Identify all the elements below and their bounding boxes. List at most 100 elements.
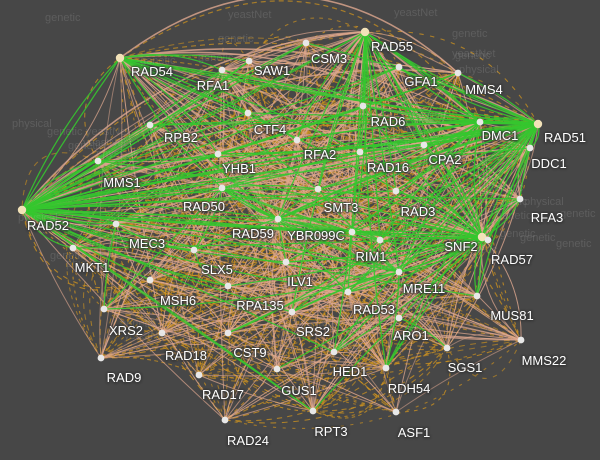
network-edge: [21, 209, 151, 289]
graph-node-rad16[interactable]: [356, 148, 364, 156]
graph-node-smt3[interactable]: [314, 185, 322, 193]
graph-node-mus81[interactable]: [473, 292, 481, 300]
network-edge: [198, 218, 279, 376]
graph-node-mre11[interactable]: [395, 268, 403, 276]
network-edge: [276, 361, 387, 370]
network-edge: [395, 339, 522, 413]
network-edge: [264, 188, 319, 263]
graph-node-rfa2[interactable]: [293, 136, 301, 144]
graph-node-rad17[interactable]: [195, 371, 203, 379]
network-edge: [21, 209, 314, 412]
network-edge: [72, 31, 366, 249]
graph-node-rad3[interactable]: [392, 187, 400, 195]
graph-node-ybr099c[interactable]: [348, 228, 356, 236]
graph-node-ctf4[interactable]: [244, 109, 252, 117]
graph-node-mms1[interactable]: [94, 157, 102, 165]
graph-node-rad18[interactable]: [158, 329, 166, 337]
graph-node-mms22[interactable]: [517, 336, 525, 344]
graph-node-dmc1[interactable]: [476, 118, 484, 126]
graph-node-cst9[interactable]: [224, 329, 232, 337]
network-edge: [21, 152, 99, 211]
graph-node-rim1[interactable]: [376, 236, 384, 244]
graph-node-rad55[interactable]: [360, 27, 370, 37]
network-edge: [149, 83, 249, 126]
graph-node-ilv1[interactable]: [282, 258, 290, 266]
network-edge: [333, 121, 481, 353]
graph-node-rad59[interactable]: [274, 215, 282, 223]
network-edge: [474, 236, 483, 297]
network-edge: [21, 209, 279, 220]
graph-node-xrs2[interactable]: [100, 305, 108, 313]
graph-node-rad53[interactable]: [344, 288, 352, 296]
graph-node-rad54[interactable]: [115, 53, 125, 63]
network-edge: [312, 347, 448, 414]
network-edge: [385, 123, 539, 369]
graph-node-mec3[interactable]: [112, 220, 120, 228]
graph-node-msh6[interactable]: [146, 276, 154, 284]
graph-node-mkt1[interactable]: [69, 244, 77, 252]
network-edge: [224, 347, 448, 424]
network-edge: [119, 0, 481, 123]
network-edge: [296, 105, 364, 142]
graph-node-mms4[interactable]: [454, 69, 462, 77]
graph-node-rpa135[interactable]: [224, 282, 232, 290]
graph-node-slx5[interactable]: [190, 246, 198, 254]
network-edge: [115, 123, 539, 227]
graph-node-rad9[interactable]: [97, 354, 105, 362]
network-edge: [149, 139, 298, 281]
network-edge: [100, 188, 319, 359]
graph-node-rad50[interactable]: [218, 184, 226, 192]
graph-node-csm3[interactable]: [302, 39, 310, 47]
network-edge: [115, 223, 522, 341]
network-edge: [103, 308, 522, 341]
network-edge: [291, 236, 483, 313]
network-edge: [347, 236, 483, 293]
network-edge: [217, 150, 397, 192]
graph-node-rad6[interactable]: [359, 102, 367, 110]
network-edge: [312, 236, 483, 412]
network-edge: [21, 205, 279, 220]
network-edge: [149, 279, 314, 412]
graph-node-srs2[interactable]: [288, 308, 296, 316]
graph-node-ddc1[interactable]: [526, 144, 534, 152]
network-edge: [221, 187, 381, 241]
network-edge: [398, 239, 489, 273]
graph-node-gus1[interactable]: [273, 365, 281, 373]
graph-node-rfa3[interactable]: [516, 195, 524, 203]
network-edge: [221, 187, 483, 238]
network-edge: [277, 217, 381, 241]
network-edge: [64, 160, 105, 310]
network-edge: [291, 271, 400, 313]
graph-node-snf2[interactable]: [477, 232, 487, 242]
graph-node-asf1[interactable]: [392, 408, 400, 416]
network-edge: [21, 196, 521, 211]
graph-node-rpb2[interactable]: [146, 121, 154, 129]
graph-node-saw1[interactable]: [245, 57, 253, 65]
graph-node-rad51[interactable]: [533, 119, 543, 129]
graph-node-aro1[interactable]: [395, 314, 403, 322]
graph-node-sgs1[interactable]: [443, 344, 451, 352]
graph-node-rdh54[interactable]: [382, 364, 390, 372]
graph-node-rfa1[interactable]: [218, 66, 226, 74]
graph-node-cpa2[interactable]: [420, 141, 428, 149]
graph-node-gfa1[interactable]: [395, 63, 403, 71]
network-edge: [291, 311, 522, 341]
network-edge: [149, 274, 400, 319]
network-edge: [305, 42, 531, 149]
graph-node-rad24[interactable]: [221, 416, 229, 424]
network-edge: [248, 37, 459, 74]
graph-node-hed1[interactable]: [330, 348, 338, 356]
graph-node-rpt3[interactable]: [309, 407, 317, 415]
network-edge: [291, 295, 478, 313]
network-nodes-layer[interactable]: [17, 27, 543, 424]
graph-node-rad57[interactable]: [484, 236, 492, 244]
graph-node-rad52[interactable]: [17, 205, 27, 215]
network-edge: [198, 261, 287, 376]
network-edge: [119, 57, 361, 153]
graph-node-yhb1[interactable]: [214, 150, 222, 158]
network-edge: [317, 31, 366, 190]
network-edge: [100, 139, 298, 359]
network-edge: [21, 209, 335, 353]
network-edge: [72, 247, 349, 293]
